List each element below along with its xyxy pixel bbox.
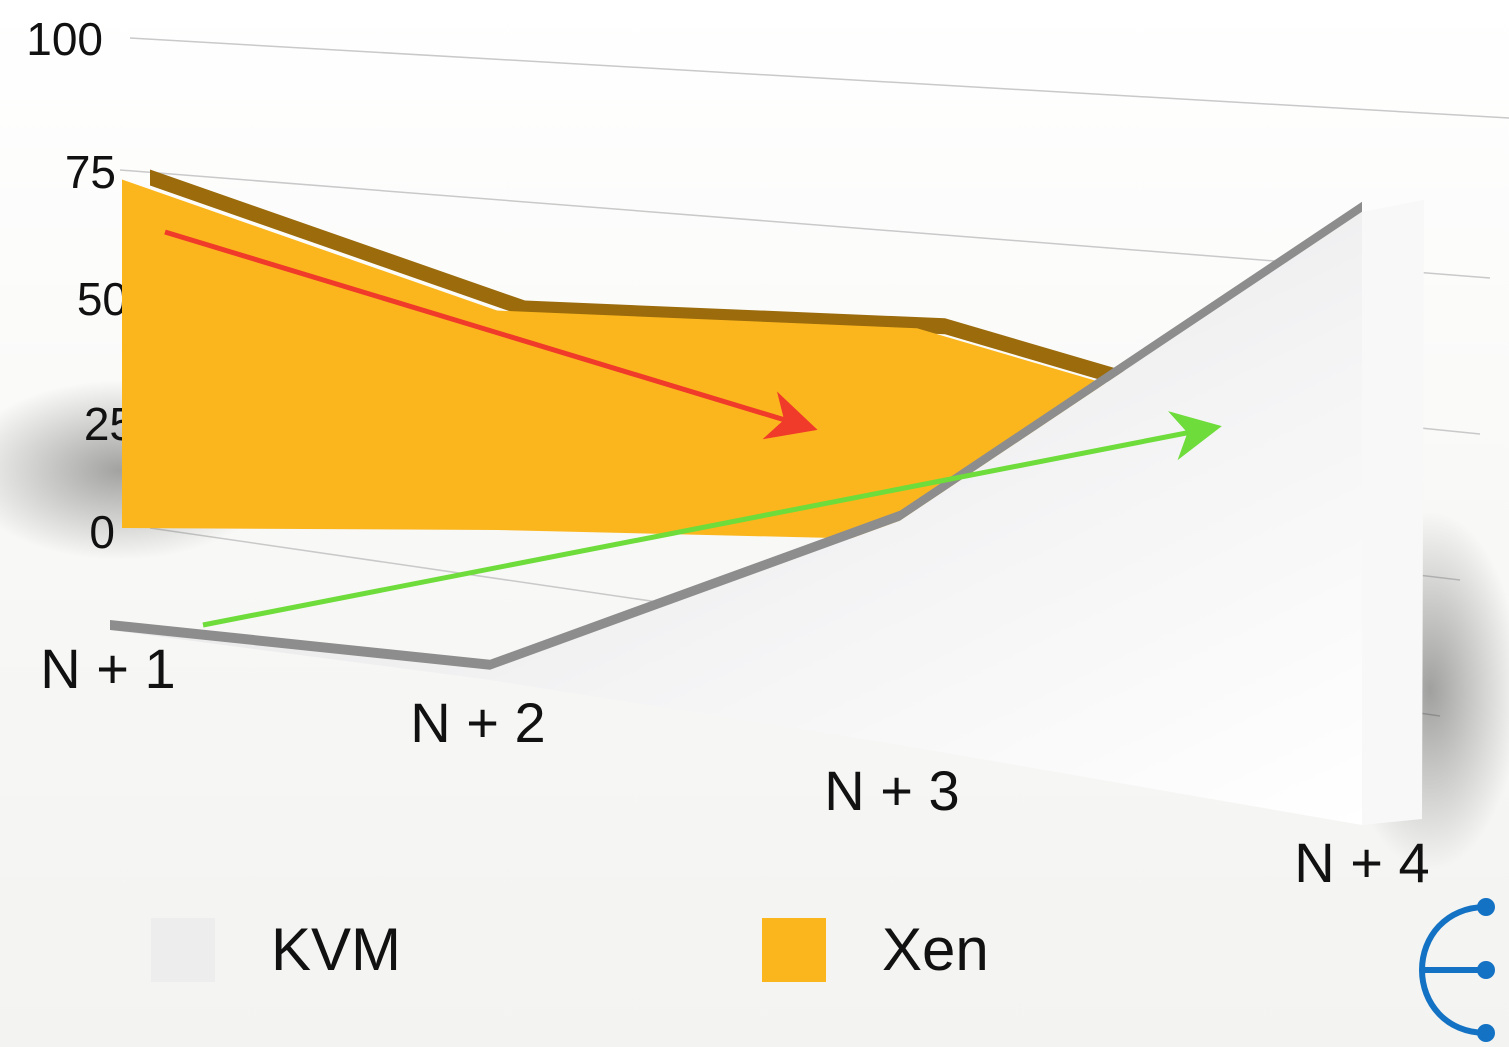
x-tick-label: N + 1 [40, 637, 175, 700]
xen-trend-arrow [164, 229, 818, 440]
y-tick-label: 75 [65, 146, 116, 198]
legend-item-kvm: KVM [151, 918, 401, 982]
branch-fork-icon [1418, 898, 1495, 1042]
legend-swatch-xen [762, 918, 826, 982]
x-tick-label: N + 3 [824, 759, 959, 822]
y-tick-label: 100 [26, 13, 103, 65]
y-tick-label: 0 [89, 506, 115, 558]
xen-area-top-edge [150, 169, 1362, 457]
x-tick-label: N + 2 [410, 691, 545, 754]
x-tick-label: N + 4 [1294, 831, 1429, 894]
legend-label-kvm: KVM [271, 916, 402, 983]
gridline [119, 169, 1491, 279]
kvm-area-top-edge [110, 201, 1362, 670]
kvm-area [110, 211, 1362, 826]
kvm-area-side [1362, 199, 1424, 826]
x-axis-ticks: N + 1 N + 2 N + 3 N + 4 [40, 637, 1429, 894]
y-tick-label: 50 [77, 273, 128, 325]
legend-label-xen: Xen [882, 916, 989, 983]
trend-arrows [164, 229, 1222, 628]
series-kvm [109, 199, 1424, 826]
gridline [129, 37, 1509, 119]
legend-item-xen: Xen [762, 918, 989, 982]
legend-swatch-kvm [151, 918, 215, 982]
kvm-trend-arrow [202, 411, 1222, 628]
